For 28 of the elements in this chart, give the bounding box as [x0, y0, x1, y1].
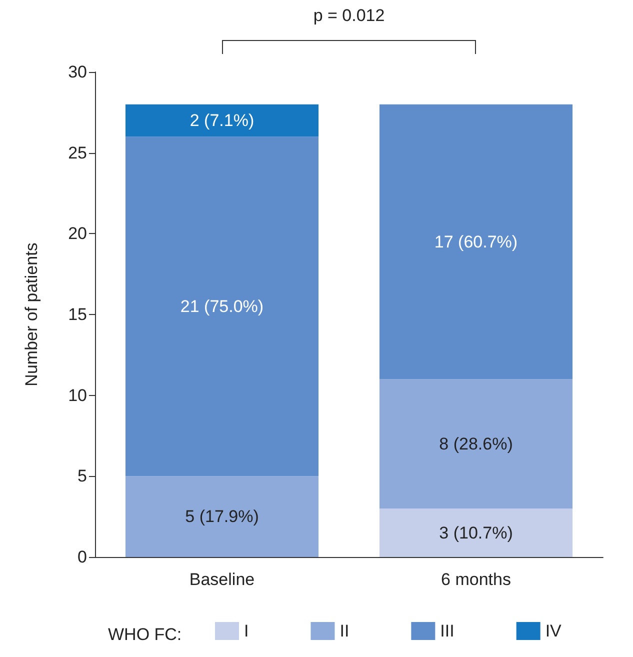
- bar: [379, 379, 573, 508]
- x-tick-label: Baseline: [189, 570, 255, 589]
- data-label: 8 (28.6%): [439, 434, 513, 454]
- bar: [379, 104, 573, 380]
- bar: [379, 508, 573, 557]
- y-tick-label: 20: [68, 224, 87, 244]
- y-tick-label: 5: [78, 466, 87, 486]
- y-tick-label: 0: [78, 548, 87, 566]
- bar: [125, 136, 319, 476]
- y-tick-label: 10: [68, 386, 87, 405]
- x-tick-label: 6 months: [441, 570, 511, 589]
- data-label: 21 (75.0%): [180, 296, 264, 316]
- legend-label: IV: [545, 622, 562, 640]
- legend-label: II: [340, 622, 350, 640]
- data-label: 3 (10.7%): [439, 523, 513, 542]
- data-label: 17 (60.7%): [434, 232, 518, 252]
- bar: [125, 104, 319, 137]
- y-tick-label: 30: [68, 62, 87, 82]
- y-tick-label: 15: [68, 305, 87, 324]
- legend-label: I: [244, 622, 249, 640]
- y-tick-label: 25: [68, 143, 87, 162]
- bar: [125, 476, 319, 557]
- legend-title: WHO FC:: [108, 625, 182, 644]
- legend-label: III: [440, 622, 454, 640]
- y-axis-title: Number of patients: [22, 242, 41, 386]
- data-label: 2 (7.1%): [190, 111, 254, 130]
- data-label: 5 (17.9%): [185, 507, 259, 526]
- text: p = 0.012: [313, 6, 385, 26]
